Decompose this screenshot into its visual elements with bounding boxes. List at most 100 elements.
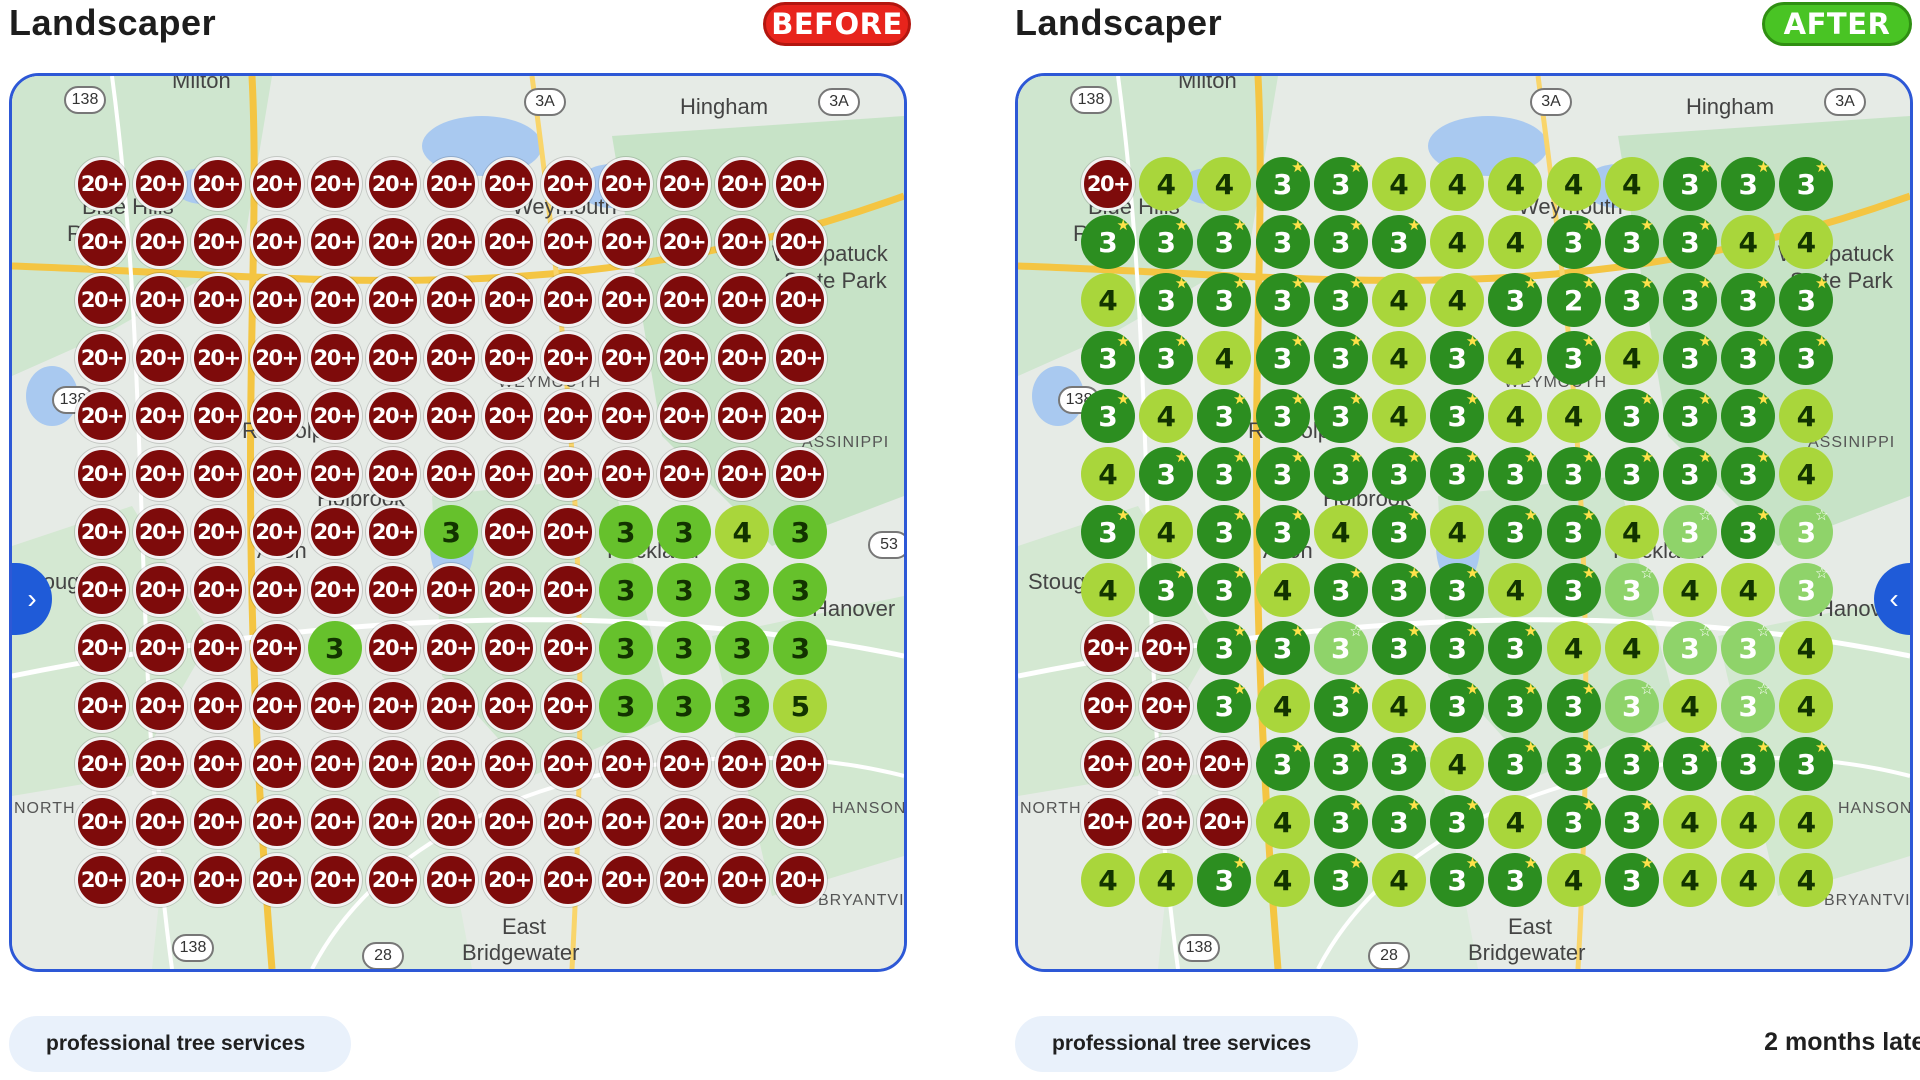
- rank-pin[interactable]: 20+: [482, 215, 537, 269]
- rank-pin[interactable]: 4: [1488, 215, 1543, 269]
- rank-pin[interactable]: 20+: [75, 853, 129, 907]
- rank-pin[interactable]: 3 ★: [1430, 795, 1485, 849]
- rank-pin[interactable]: 4: [1721, 853, 1776, 907]
- rank-pin[interactable]: 5: [773, 679, 828, 733]
- rank-pin[interactable]: 3 ★: [1721, 737, 1776, 791]
- rank-pin[interactable]: 20+: [75, 505, 129, 559]
- rank-pin[interactable]: 3 ★: [1313, 273, 1368, 327]
- rank-pin[interactable]: 20+: [75, 447, 129, 501]
- rank-pin[interactable]: 4: [1604, 505, 1659, 559]
- rank-pin[interactable]: 4: [1430, 737, 1485, 791]
- rank-pin[interactable]: 3 ★: [1721, 389, 1776, 443]
- rank-pin[interactable]: 20+: [133, 389, 188, 443]
- rank-pin[interactable]: 20+: [482, 447, 537, 501]
- rank-pin[interactable]: 3 ★: [1488, 621, 1543, 675]
- rank-pin[interactable]: 3: [773, 505, 828, 559]
- rank-pin[interactable]: 20+: [598, 273, 653, 327]
- rank-pin[interactable]: 3 ☆: [1779, 563, 1834, 617]
- rank-pin[interactable]: 3 ★: [1488, 853, 1543, 907]
- rank-pin[interactable]: 20+: [75, 737, 129, 791]
- rank-pin[interactable]: 3 ★: [1721, 505, 1776, 559]
- rank-pin[interactable]: 20+: [1197, 795, 1252, 849]
- rank-pin[interactable]: 20+: [133, 679, 188, 733]
- rank-pin[interactable]: 4: [1197, 331, 1252, 385]
- rank-pin[interactable]: 20+: [424, 447, 479, 501]
- rank-pin[interactable]: 20+: [657, 737, 711, 791]
- rank-pin[interactable]: 4: [1604, 331, 1659, 385]
- rank-pin[interactable]: 3: [307, 621, 362, 675]
- rank-pin[interactable]: 20+: [133, 273, 188, 327]
- rank-pin[interactable]: 20+: [657, 157, 711, 211]
- rank-pin[interactable]: 20+: [249, 215, 304, 269]
- rank-pin[interactable]: 20+: [540, 795, 595, 849]
- rank-pin[interactable]: 4: [1488, 563, 1543, 617]
- rank-pin[interactable]: 20+: [191, 215, 246, 269]
- rank-pin[interactable]: 20+: [598, 389, 653, 443]
- rank-pin[interactable]: 20+: [715, 737, 770, 791]
- rank-pin[interactable]: 4: [1081, 273, 1135, 327]
- rank-pin[interactable]: 20+: [133, 447, 188, 501]
- rank-pin[interactable]: 20+: [657, 215, 711, 269]
- rank-pin[interactable]: 3 ★: [1721, 157, 1776, 211]
- rank-pin[interactable]: 20+: [249, 331, 304, 385]
- rank-pin[interactable]: 3 ☆: [1604, 679, 1659, 733]
- rank-pin[interactable]: 3 ★: [1255, 621, 1310, 675]
- rank-pin[interactable]: 20+: [773, 215, 828, 269]
- rank-pin[interactable]: 20+: [133, 563, 188, 617]
- rank-pin[interactable]: 20+: [540, 563, 595, 617]
- rank-pin[interactable]: 3 ★: [1430, 331, 1485, 385]
- rank-pin[interactable]: 4: [1546, 157, 1601, 211]
- rank-pin[interactable]: 3 ★: [1197, 505, 1252, 559]
- rank-pin[interactable]: 3 ★: [1197, 389, 1252, 443]
- rank-pin[interactable]: 3 ★: [1139, 273, 1194, 327]
- rank-pin[interactable]: 20+: [773, 853, 828, 907]
- rank-pin[interactable]: 20+: [657, 389, 711, 443]
- rank-pin[interactable]: 20+: [191, 853, 246, 907]
- rank-pin[interactable]: 3 ★: [1139, 331, 1194, 385]
- rank-pin[interactable]: 3 ☆: [1721, 621, 1776, 675]
- rank-pin[interactable]: 20+: [482, 853, 537, 907]
- rank-pin[interactable]: 2 ★: [1546, 273, 1601, 327]
- rank-pin[interactable]: 3 ☆: [1663, 621, 1717, 675]
- rank-pin[interactable]: 20+: [424, 157, 479, 211]
- rank-pin[interactable]: 3 ☆: [1604, 563, 1659, 617]
- rank-pin[interactable]: 20+: [307, 795, 362, 849]
- rank-pin[interactable]: 20+: [191, 389, 246, 443]
- rank-pin[interactable]: 20+: [366, 505, 420, 559]
- rank-pin[interactable]: 4: [1488, 331, 1543, 385]
- rank-pin[interactable]: 3: [715, 679, 770, 733]
- rank-pin[interactable]: 20+: [191, 737, 246, 791]
- rank-pin[interactable]: 20+: [715, 215, 770, 269]
- rank-pin[interactable]: 20+: [366, 331, 420, 385]
- rank-pin[interactable]: 3 ★: [1255, 389, 1310, 443]
- rank-pin[interactable]: 20+: [540, 853, 595, 907]
- rank-pin[interactable]: 20+: [133, 621, 188, 675]
- rank-pin[interactable]: 3 ★: [1372, 621, 1426, 675]
- rank-pin[interactable]: 4: [1779, 447, 1834, 501]
- rank-pin[interactable]: 3 ★: [1721, 331, 1776, 385]
- rank-pin[interactable]: 3 ★: [1313, 679, 1368, 733]
- rank-pin[interactable]: 20+: [598, 331, 653, 385]
- rank-pin[interactable]: 3: [598, 505, 653, 559]
- rank-pin[interactable]: 3 ★: [1255, 447, 1310, 501]
- rank-pin[interactable]: 3 ★: [1197, 679, 1252, 733]
- rank-pin[interactable]: 3 ★: [1313, 331, 1368, 385]
- rank-pin[interactable]: 3 ★: [1255, 505, 1310, 559]
- rank-pin[interactable]: 3 ★: [1197, 447, 1252, 501]
- rank-pin[interactable]: 3 ★: [1663, 389, 1717, 443]
- rank-pin[interactable]: 20+: [598, 447, 653, 501]
- rank-pin[interactable]: 3 ★: [1779, 157, 1834, 211]
- rank-pin[interactable]: 4: [1721, 795, 1776, 849]
- rank-pin[interactable]: 3 ★: [1663, 737, 1717, 791]
- rank-pin[interactable]: 20+: [191, 273, 246, 327]
- rank-pin[interactable]: 4: [1546, 621, 1601, 675]
- rank-pin[interactable]: 20+: [307, 273, 362, 327]
- rank-pin[interactable]: 20+: [657, 795, 711, 849]
- rank-pin[interactable]: 20+: [191, 447, 246, 501]
- rank-pin[interactable]: 4: [1372, 679, 1426, 733]
- rank-pin[interactable]: 4: [1255, 795, 1310, 849]
- rank-pin[interactable]: 3 ★: [1372, 563, 1426, 617]
- rank-pin[interactable]: 3 ★: [1546, 505, 1601, 559]
- rank-pin[interactable]: 20+: [366, 679, 420, 733]
- rank-pin[interactable]: 20+: [75, 331, 129, 385]
